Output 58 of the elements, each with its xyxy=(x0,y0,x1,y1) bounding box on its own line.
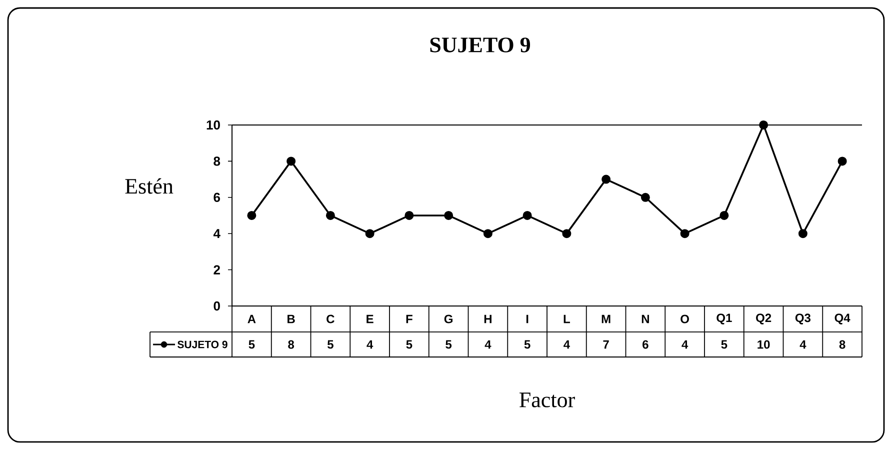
point xyxy=(365,229,374,238)
point xyxy=(838,156,847,166)
point xyxy=(286,156,296,166)
point xyxy=(640,192,650,202)
point xyxy=(522,210,532,220)
x-axis-title: Factor xyxy=(520,392,575,408)
data-label: 4 xyxy=(366,340,374,349)
y-tick-label: 0 xyxy=(214,301,220,311)
x-tick-label: O xyxy=(680,314,689,324)
x-tick-label: M xyxy=(602,314,610,324)
point xyxy=(483,229,492,238)
x-tick-label: E xyxy=(366,314,374,324)
data-label: 5 xyxy=(446,340,452,349)
x-tick-label: I xyxy=(526,314,528,324)
chart-title: SUJETO 9 xyxy=(430,38,530,52)
x-tick-label: A xyxy=(248,314,256,324)
point xyxy=(759,120,768,130)
legend-label: SUJETO 9 xyxy=(178,340,228,348)
data-label: 8 xyxy=(839,340,846,349)
data-label: 4 xyxy=(484,340,492,349)
x-tick-label: B xyxy=(288,314,295,324)
data-label: 4 xyxy=(564,340,570,349)
point xyxy=(602,174,611,184)
y-tick-label: 6 xyxy=(214,192,220,202)
x-tick-label: Q2 xyxy=(756,314,772,324)
y-tick-label: 10 xyxy=(206,120,220,130)
data-label: 8 xyxy=(288,340,294,349)
data-label: 5 xyxy=(524,340,530,349)
x-tick-label: Q3 xyxy=(795,314,811,324)
y-tick-label: 8 xyxy=(214,156,220,166)
x-tick-label: C xyxy=(326,314,334,324)
point xyxy=(404,210,414,220)
x-tick-label: Q1 xyxy=(716,314,732,324)
x-tick-label: N xyxy=(642,314,649,324)
point xyxy=(798,229,808,238)
data-label: 4 xyxy=(682,340,688,349)
point xyxy=(720,210,729,220)
x-tick-label: F xyxy=(406,314,412,324)
point xyxy=(247,210,256,220)
data-label: 5 xyxy=(721,340,728,349)
y-tick-label: 2 xyxy=(214,265,220,274)
x-tick-label: Q4 xyxy=(834,314,850,324)
x-tick-label: H xyxy=(484,314,492,324)
y-axis-title: Estén xyxy=(125,178,174,194)
data-label: 5 xyxy=(248,340,255,349)
data-label: 5 xyxy=(406,340,412,349)
point xyxy=(444,210,454,220)
data-label: 4 xyxy=(800,340,806,349)
point xyxy=(562,229,572,238)
x-tick-label: G xyxy=(444,314,452,324)
point xyxy=(326,210,335,220)
data-label: 7 xyxy=(603,340,609,349)
data-label: 10 xyxy=(758,340,770,349)
data-label: 6 xyxy=(642,340,648,349)
data-label: 5 xyxy=(327,340,334,349)
point xyxy=(680,229,690,238)
x-tick-label: L xyxy=(564,314,570,324)
y-tick-label: 4 xyxy=(213,229,220,238)
